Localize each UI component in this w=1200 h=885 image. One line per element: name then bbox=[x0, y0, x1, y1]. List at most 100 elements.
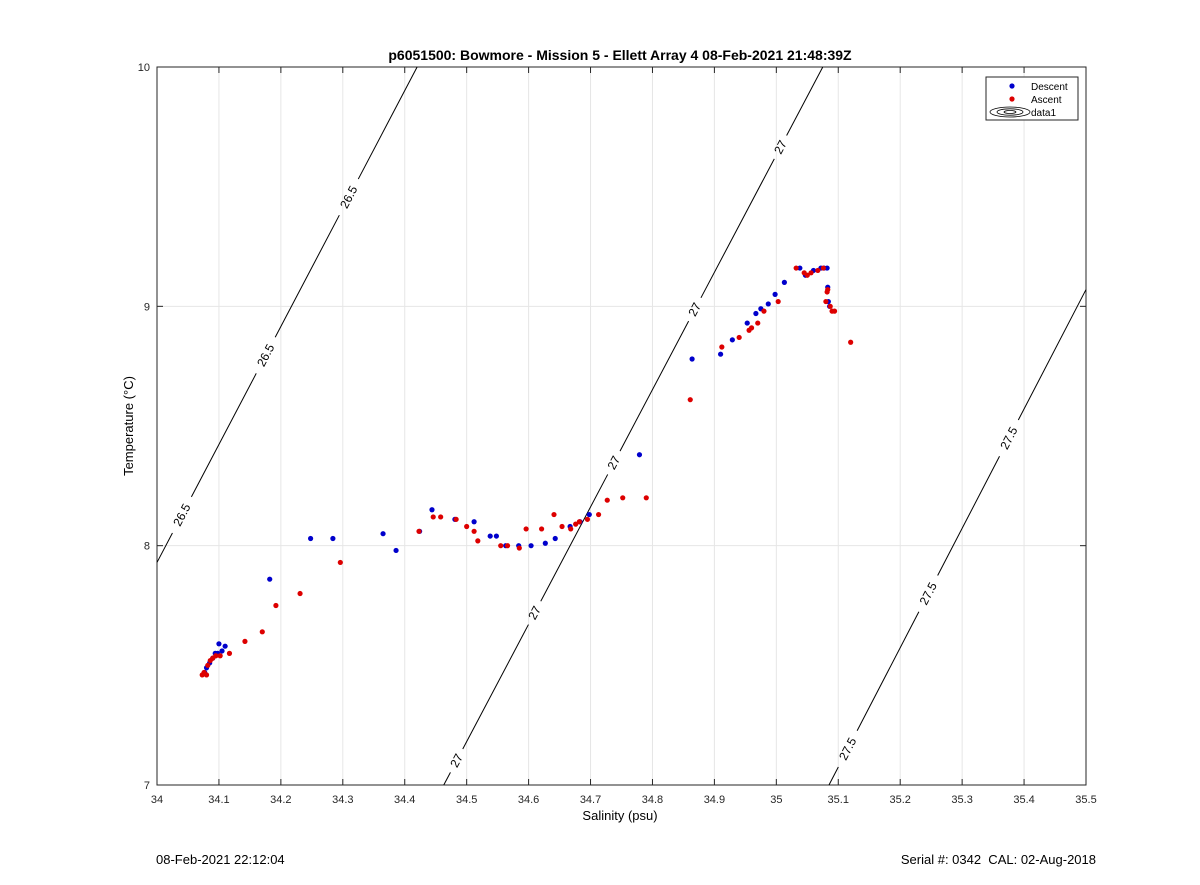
contour-line-segment bbox=[357, 66, 418, 180]
x-tick-label: 34.6 bbox=[518, 794, 539, 806]
ascent-point bbox=[643, 495, 649, 501]
ascent-point bbox=[584, 516, 591, 522]
ascent-point bbox=[793, 265, 799, 271]
legend-box bbox=[985, 76, 1079, 121]
ascent-point bbox=[471, 528, 477, 534]
footer-timestamp: 08-Feb-2021 22:12:04 bbox=[156, 852, 285, 867]
descent-point bbox=[689, 356, 695, 362]
contour-line-segment bbox=[156, 532, 173, 563]
ascent-point bbox=[804, 272, 810, 278]
descent-point bbox=[222, 643, 228, 649]
ascent-point bbox=[831, 308, 838, 314]
ascent-point bbox=[498, 543, 504, 549]
descent-point bbox=[586, 511, 592, 518]
x-tick-label: 35.5 bbox=[1075, 794, 1096, 806]
x-tick-label: 34.1 bbox=[208, 794, 229, 806]
contour-label: 27 bbox=[447, 751, 466, 770]
x-tick-label: 34.7 bbox=[580, 794, 601, 806]
ascent-point bbox=[273, 602, 279, 609]
ascent-point bbox=[719, 344, 725, 350]
x-tick-label: 34.4 bbox=[394, 794, 415, 806]
ascent-point bbox=[620, 495, 626, 501]
ascent-point bbox=[516, 545, 522, 551]
ascent-point bbox=[736, 334, 742, 341]
descent-point bbox=[487, 533, 493, 539]
contour-line-segment bbox=[540, 474, 609, 602]
ascent-point bbox=[205, 662, 211, 668]
ascent-point bbox=[430, 514, 436, 520]
ascent-point bbox=[337, 559, 343, 566]
legend-ascent-marker bbox=[1009, 96, 1015, 102]
x-tick-label: 34.2 bbox=[270, 794, 291, 806]
ascent-point bbox=[464, 523, 470, 530]
descent-point bbox=[765, 301, 771, 307]
ascent-point bbox=[475, 538, 481, 544]
ascent-point bbox=[297, 590, 303, 597]
contour-line-segment bbox=[937, 456, 1000, 576]
descent-point bbox=[729, 337, 735, 343]
descent-point bbox=[493, 533, 499, 539]
ascent-point bbox=[595, 511, 602, 518]
contour-label: 27 bbox=[525, 603, 544, 622]
x-tick-label: 34.8 bbox=[642, 794, 663, 806]
descent-point bbox=[380, 531, 386, 537]
grid-lines bbox=[157, 67, 1086, 785]
contour-line-segment bbox=[443, 772, 451, 786]
descent-point bbox=[393, 547, 399, 554]
descent-point bbox=[216, 641, 222, 647]
ascent-point bbox=[820, 265, 827, 271]
footer-serial-calibration: Serial #: 0342 CAL: 02-Aug-2018 bbox=[900, 852, 1096, 867]
descent-point bbox=[717, 351, 724, 357]
ascent-point bbox=[504, 543, 511, 549]
ascent-point bbox=[438, 514, 444, 520]
x-tick-label: 35.1 bbox=[828, 794, 849, 806]
descent-point bbox=[781, 279, 787, 285]
descent-point bbox=[542, 540, 548, 546]
contour-line-segment bbox=[190, 373, 257, 498]
y-tick-label: 7 bbox=[144, 780, 150, 792]
y-tick-label: 8 bbox=[144, 541, 150, 553]
chart-legend: Descent Ascent data1 bbox=[985, 76, 1079, 121]
ascent-point bbox=[825, 286, 831, 293]
y-tick-label: 9 bbox=[144, 301, 150, 313]
ascent-point bbox=[217, 653, 223, 659]
legend-contour-icon bbox=[989, 106, 1031, 118]
contour-line-segment bbox=[274, 214, 340, 338]
x-tick-label: 34.3 bbox=[332, 794, 353, 806]
contour-label: 27 bbox=[605, 453, 624, 472]
x-tick-label: 35.3 bbox=[951, 794, 972, 806]
ascent-point bbox=[213, 653, 219, 659]
y-axis-label: Temperature (°C) bbox=[121, 376, 136, 476]
contour-line-segment bbox=[1017, 289, 1087, 421]
descent-point bbox=[753, 310, 759, 317]
ascent-point bbox=[604, 497, 610, 503]
legend-ascent-label: Ascent bbox=[1031, 95, 1062, 106]
ascent-point bbox=[551, 511, 557, 518]
legend-descent-label: Descent bbox=[1031, 82, 1068, 93]
descent-point bbox=[267, 576, 273, 582]
descent-point bbox=[744, 320, 750, 326]
contour-line-segment bbox=[462, 624, 529, 750]
x-tick-label: 34 bbox=[151, 794, 163, 806]
legend-contour-label: data1 bbox=[1031, 108, 1056, 119]
contour-line-segment bbox=[786, 66, 824, 136]
ascent-point bbox=[453, 516, 459, 522]
ascent-point bbox=[259, 629, 265, 635]
series-ascent bbox=[199, 265, 854, 678]
axis-ticks: 34 34.1 34.2 34.3 34.4 34.5 34.6 34.7 34.8 34.9 35… bbox=[138, 62, 1097, 806]
legend-descent-marker bbox=[1009, 83, 1015, 89]
ascent-point bbox=[573, 521, 579, 527]
data-points bbox=[199, 265, 854, 678]
ascent-point bbox=[559, 523, 565, 530]
contour-label: 27 bbox=[771, 138, 790, 157]
ascent-point bbox=[416, 528, 422, 534]
y-tick-label: 10 bbox=[138, 62, 150, 74]
ascent-point bbox=[539, 526, 545, 532]
ascent-point bbox=[568, 526, 574, 532]
ascent-point bbox=[755, 320, 761, 326]
ascent-point bbox=[242, 638, 248, 645]
contour-line-segment bbox=[700, 158, 775, 299]
ascent-point bbox=[815, 267, 821, 274]
contour-line-segment bbox=[856, 611, 920, 731]
